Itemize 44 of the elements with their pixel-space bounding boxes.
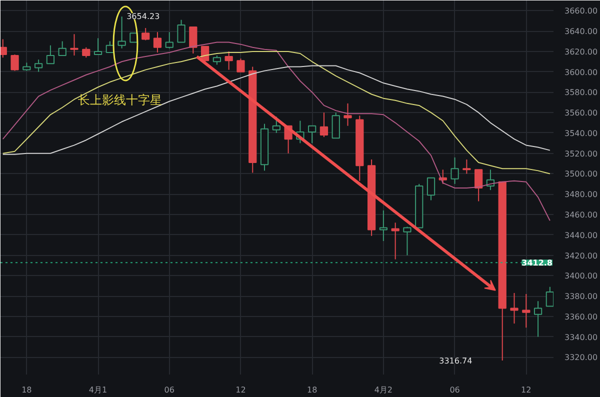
x-tick-label: 18 (306, 386, 318, 394)
annotation: 3654.23 (126, 12, 160, 22)
y-tick-label: 3440.00 (564, 230, 598, 240)
candlestick (403, 226, 412, 256)
y-tick-label: 3420.00 (564, 251, 598, 260)
y-tick-label: 3360.00 (564, 312, 598, 322)
y-tick-label: 3400.00 (564, 272, 598, 281)
y-tick-label: 3560.00 (564, 108, 598, 118)
candlestick (522, 293, 530, 328)
candlestick (248, 66, 257, 174)
candlestick (153, 32, 162, 53)
x-tick-label: 18 (22, 386, 32, 394)
candlestick (344, 102, 352, 126)
y-tick-label: 3480.00 (564, 190, 598, 200)
y-tick-label: 3520.00 (564, 149, 598, 158)
x-tick-label: 12 (236, 386, 246, 394)
y-tick-label: 3620.00 (564, 47, 598, 56)
x-tick-label: 4月1 (88, 386, 108, 394)
candlestick (510, 292, 518, 324)
y-tick-label: 3500.00 (564, 170, 598, 179)
x-tick-label: 06 (164, 386, 174, 394)
candlestick (450, 156, 459, 184)
y-tick-label: 3320.00 (564, 353, 598, 362)
annotation: 长上影线十字星 (78, 93, 162, 108)
y-tick-label: 3640.00 (564, 27, 598, 36)
x-tick-label: 12 (521, 386, 532, 394)
candlestick (379, 210, 388, 242)
ref-line-label: 3412.8 (522, 258, 553, 268)
candlestick (367, 158, 376, 236)
y-tick-label: 3600.00 (564, 68, 598, 77)
line-series (2, 65, 550, 155)
candlestick (391, 222, 400, 260)
y-tick-label: 3660.00 (564, 6, 598, 16)
y-tick-label: 3340.00 (564, 332, 598, 342)
y-tick-label: 3460.00 (564, 210, 598, 220)
candlestick (260, 123, 269, 172)
y-tick-label: 3540.00 (564, 128, 598, 138)
annotation: 3316.74 (439, 356, 472, 366)
candlestick (534, 300, 542, 338)
candlestick (70, 34, 78, 56)
x-tick-label: 06 (450, 386, 460, 394)
y-tick-label: 3580.00 (564, 88, 598, 98)
x-tick-label: 4月2 (374, 386, 393, 394)
y-tick-label: 3380.00 (564, 292, 598, 302)
